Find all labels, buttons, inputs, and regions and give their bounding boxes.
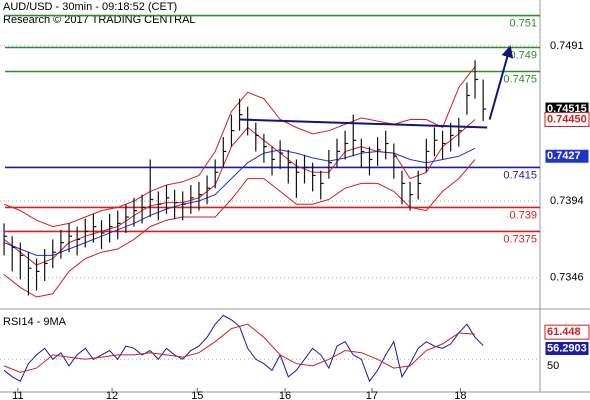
level-label: 0.7475 [503, 73, 537, 85]
price-label-box [544, 324, 590, 340]
price-label-box [544, 340, 590, 356]
y-tick-label: 0.7394 [550, 195, 584, 207]
price-label: 0.74450 [544, 111, 590, 127]
price-label-box [544, 148, 590, 164]
level-label: 0.739 [509, 209, 537, 221]
rsi-line [3, 323, 476, 373]
price-label: 0.7427 [544, 148, 590, 164]
panel-title: RSI14 - 9MA [3, 316, 67, 328]
price-label-text: 0.7427 [547, 150, 581, 162]
x-tick-label: 16 [279, 390, 291, 400]
level-label: 0.751 [509, 17, 537, 29]
x-tick-label: 11 [12, 390, 23, 400]
price-label: 56.2903 [544, 340, 590, 356]
y-tick-label: 50 [547, 360, 559, 372]
chart-title: AUD/USD - 30min - 09:18:52 (CET) [3, 1, 177, 13]
level-label: 0.7415 [503, 169, 537, 181]
overlay-line [3, 119, 476, 266]
trend-line [239, 118, 488, 129]
level-label: 0.7375 [503, 233, 537, 245]
rsi-line [3, 314, 484, 383]
price-label-text: 0.74450 [547, 113, 587, 125]
x-tick-label: 17 [366, 390, 378, 400]
x-tick-label: 12 [106, 390, 118, 400]
level-label: 0.749 [509, 49, 537, 61]
price-label: 61.448 [544, 324, 590, 340]
overlay-line [3, 147, 476, 256]
price-label-text: 61.448 [547, 326, 581, 338]
x-tick-label: 18 [454, 390, 466, 400]
y-tick-label: 0.7346 [550, 272, 584, 284]
price-label-text: 56.2903 [547, 342, 587, 354]
chart-subtitle: Research © 2017 TRADING CENTRAL [3, 14, 196, 26]
y-tick-label: 0.7491 [550, 40, 584, 52]
overlay-line [3, 159, 476, 298]
forecast-arrow [488, 45, 514, 120]
x-tick-label: 15 [191, 390, 203, 400]
price-label-box [544, 111, 590, 127]
